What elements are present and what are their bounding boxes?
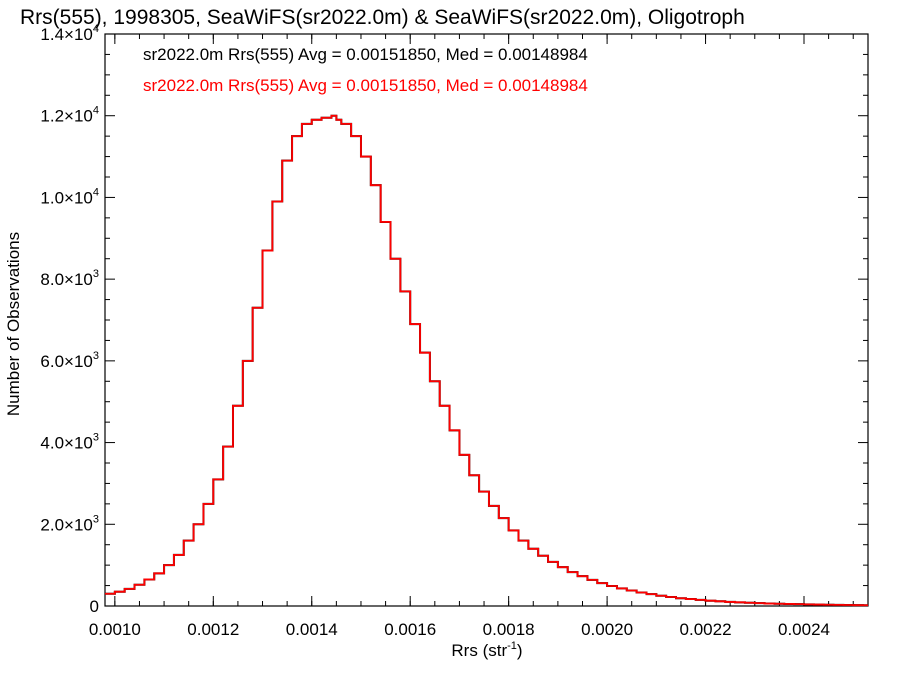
x-tick-label: 0.0016 — [384, 620, 436, 639]
x-tick-label: 0.0018 — [483, 620, 535, 639]
histogram-series-red — [105, 114, 868, 607]
y-tick-exponent: 3 — [93, 513, 99, 525]
x-axis-label-exponent: -1 — [507, 640, 517, 652]
y-tick-mantissa: 1.4×10 — [40, 25, 92, 44]
plot-area: 0.0010 0.0012 0.0014 0.0016 0.0018 0.0020 0.00… — [40, 23, 869, 639]
y-tick-label: 0 — [90, 597, 99, 616]
y-tick-exponent: 4 — [93, 23, 99, 35]
y-tick-exponent: 3 — [93, 350, 99, 362]
y-tick-label: 1.2×104 — [40, 105, 99, 126]
x-tick-label: 0.0012 — [187, 620, 239, 639]
x-tick-label: 0.0022 — [680, 620, 732, 639]
y-axis-label-group: Number of Observations — [4, 232, 23, 416]
y-tick-label: 1.4×104 — [40, 23, 99, 44]
x-tick-label: 0.0024 — [778, 620, 830, 639]
x-axis-label-base: Rrs (str — [451, 641, 507, 660]
y-tick-exponent: 3 — [93, 432, 99, 444]
y-tick-label: 2.0×103 — [40, 513, 99, 534]
x-tick-label: 0.0010 — [89, 620, 141, 639]
histogram-series-black — [105, 114, 868, 607]
y-tick-mantissa: 8.0×10 — [40, 270, 92, 289]
x-tick-label: 0.0014 — [286, 620, 338, 639]
y-tick-exponent: 3 — [93, 268, 99, 280]
y-tick-mantissa: 4.0×10 — [40, 434, 92, 453]
y-tick-label: 6.0×103 — [40, 350, 99, 371]
annotation-black: sr2022.0m Rrs(555) Avg = 0.00151850, Med… — [143, 45, 588, 64]
y-tick-label: 8.0×103 — [40, 268, 99, 289]
annotation-red: sr2022.0m Rrs(555) Avg = 0.00151850, Med… — [143, 76, 588, 95]
x-axis-label: Rrs (str-1) — [451, 640, 522, 660]
y-tick-mantissa: 1.2×10 — [40, 107, 92, 126]
chart-title: Rrs(555), 1998305, SeaWiFS(sr2022.0m) & … — [20, 6, 745, 29]
x-tick-label: 0.0020 — [581, 620, 633, 639]
x-axis-label-close: ) — [517, 641, 523, 660]
y-tick-mantissa: 6.0×10 — [40, 352, 92, 371]
y-tick-exponent: 4 — [93, 186, 99, 198]
y-tick-label: 1.0×104 — [40, 186, 99, 207]
y-tick-exponent: 4 — [93, 105, 99, 117]
y-tick-label: 4.0×103 — [40, 432, 99, 453]
y-axis-label: Number of Observations — [4, 232, 23, 416]
plot-frame — [104, 33, 869, 607]
y-tick-mantissa: 2.0×10 — [40, 515, 92, 534]
y-tick-mantissa: 1.0×10 — [40, 188, 92, 207]
